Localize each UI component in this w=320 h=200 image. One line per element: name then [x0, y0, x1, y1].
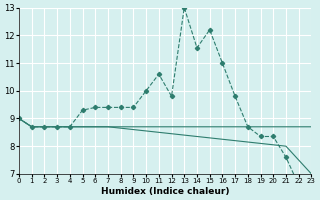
X-axis label: Humidex (Indice chaleur): Humidex (Indice chaleur) — [101, 187, 229, 196]
